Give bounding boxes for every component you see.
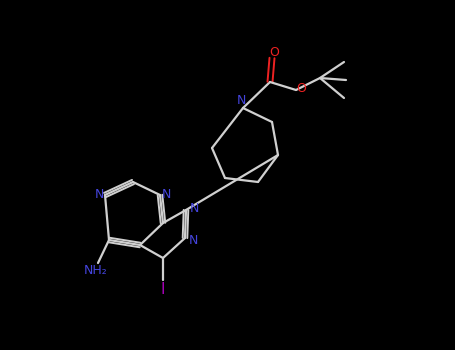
- Text: N: N: [94, 189, 104, 202]
- Text: N: N: [162, 189, 171, 202]
- Text: N: N: [189, 202, 199, 215]
- Text: O: O: [269, 46, 279, 58]
- Text: N: N: [188, 233, 197, 246]
- Text: O: O: [296, 83, 306, 96]
- Text: I: I: [161, 281, 165, 296]
- Text: NH₂: NH₂: [84, 265, 108, 278]
- Text: N: N: [236, 94, 246, 107]
